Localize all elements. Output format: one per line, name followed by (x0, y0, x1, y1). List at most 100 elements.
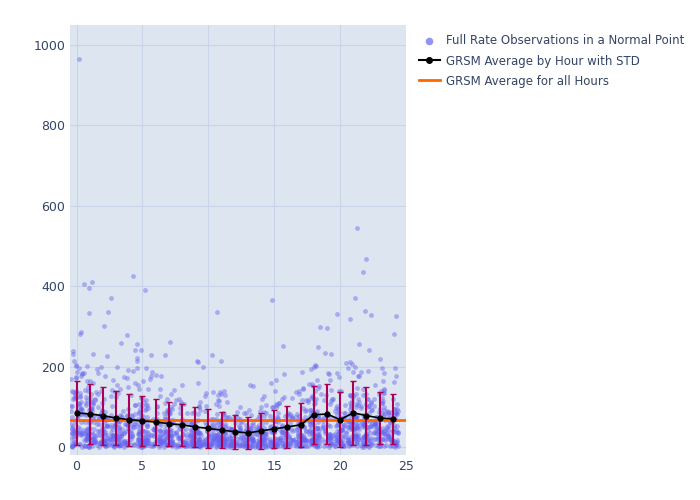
Point (248, 436, 259, 444)
Point (116, 414, 127, 422)
Point (339, 410, 350, 418)
Point (337, 442, 349, 450)
Point (268, 428, 279, 436)
Point (224, 434, 235, 442)
Point (323, 434, 334, 442)
Point (150, 430, 162, 438)
Point (274, 434, 286, 442)
Point (260, 401, 272, 409)
Point (197, 440, 208, 448)
Point (292, 423, 303, 431)
Point (195, 442, 206, 450)
Point (357, 434, 368, 442)
Point (316, 435, 328, 443)
Point (309, 438, 320, 446)
Point (365, 422, 377, 430)
Point (339, 438, 350, 446)
Point (384, 418, 395, 426)
Point (139, 439, 150, 447)
Point (237, 434, 248, 442)
Point (141, 420, 153, 428)
Point (167, 442, 178, 450)
Point (167, 442, 178, 450)
Point (185, 425, 196, 433)
Point (279, 438, 290, 446)
Point (176, 436, 188, 444)
Point (212, 433, 223, 441)
Point (331, 438, 342, 446)
Point (357, 418, 368, 426)
Point (360, 431, 372, 439)
Point (129, 346, 140, 354)
Point (299, 412, 310, 420)
Point (306, 438, 317, 446)
Point (134, 408, 145, 416)
Point (155, 436, 166, 444)
Point (243, 431, 254, 439)
Point (307, 382, 318, 390)
Point (149, 438, 160, 446)
Point (320, 411, 331, 419)
Point (377, 424, 388, 432)
Point (219, 420, 230, 428)
Point (384, 432, 395, 440)
Point (324, 432, 335, 440)
Point (164, 426, 176, 434)
Point (349, 409, 360, 417)
Point (111, 432, 122, 440)
Point (300, 428, 312, 436)
Point (164, 431, 175, 439)
Point (127, 416, 139, 424)
Point (308, 408, 319, 416)
Point (75, 398, 86, 406)
Point (350, 412, 361, 420)
Point (118, 442, 130, 450)
Point (67, 424, 78, 432)
Point (360, 440, 372, 448)
Point (255, 403, 266, 411)
Point (110, 436, 121, 444)
Point (148, 416, 159, 424)
Point (159, 428, 170, 436)
Point (309, 430, 320, 438)
Point (94, 430, 106, 438)
Point (90, 396, 101, 404)
Point (69, 392, 80, 400)
Point (76, 406, 87, 413)
Point (88, 350, 99, 358)
Point (142, 428, 153, 436)
Point (97, 408, 108, 416)
Point (338, 409, 349, 417)
Point (136, 442, 147, 450)
Point (111, 441, 122, 449)
Point (389, 439, 400, 447)
Point (297, 435, 308, 443)
Point (101, 434, 112, 442)
Point (216, 441, 228, 449)
Point (268, 440, 279, 448)
Point (293, 433, 304, 441)
Point (389, 364, 400, 372)
Point (82, 424, 93, 432)
Point (195, 432, 206, 440)
Point (358, 414, 370, 422)
Point (132, 438, 143, 446)
Point (132, 419, 144, 427)
Point (345, 412, 356, 420)
Point (293, 424, 304, 432)
Point (182, 440, 193, 448)
Point (256, 430, 267, 438)
Point (93, 439, 104, 447)
Point (356, 418, 368, 426)
Point (253, 436, 265, 444)
Point (234, 423, 245, 431)
Point (382, 422, 393, 430)
Point (337, 434, 349, 442)
Point (99, 438, 110, 446)
Point (288, 436, 299, 444)
Point (113, 442, 125, 450)
Point (71, 428, 82, 436)
Point (307, 430, 318, 438)
Point (69, 426, 80, 434)
Point (270, 417, 281, 425)
